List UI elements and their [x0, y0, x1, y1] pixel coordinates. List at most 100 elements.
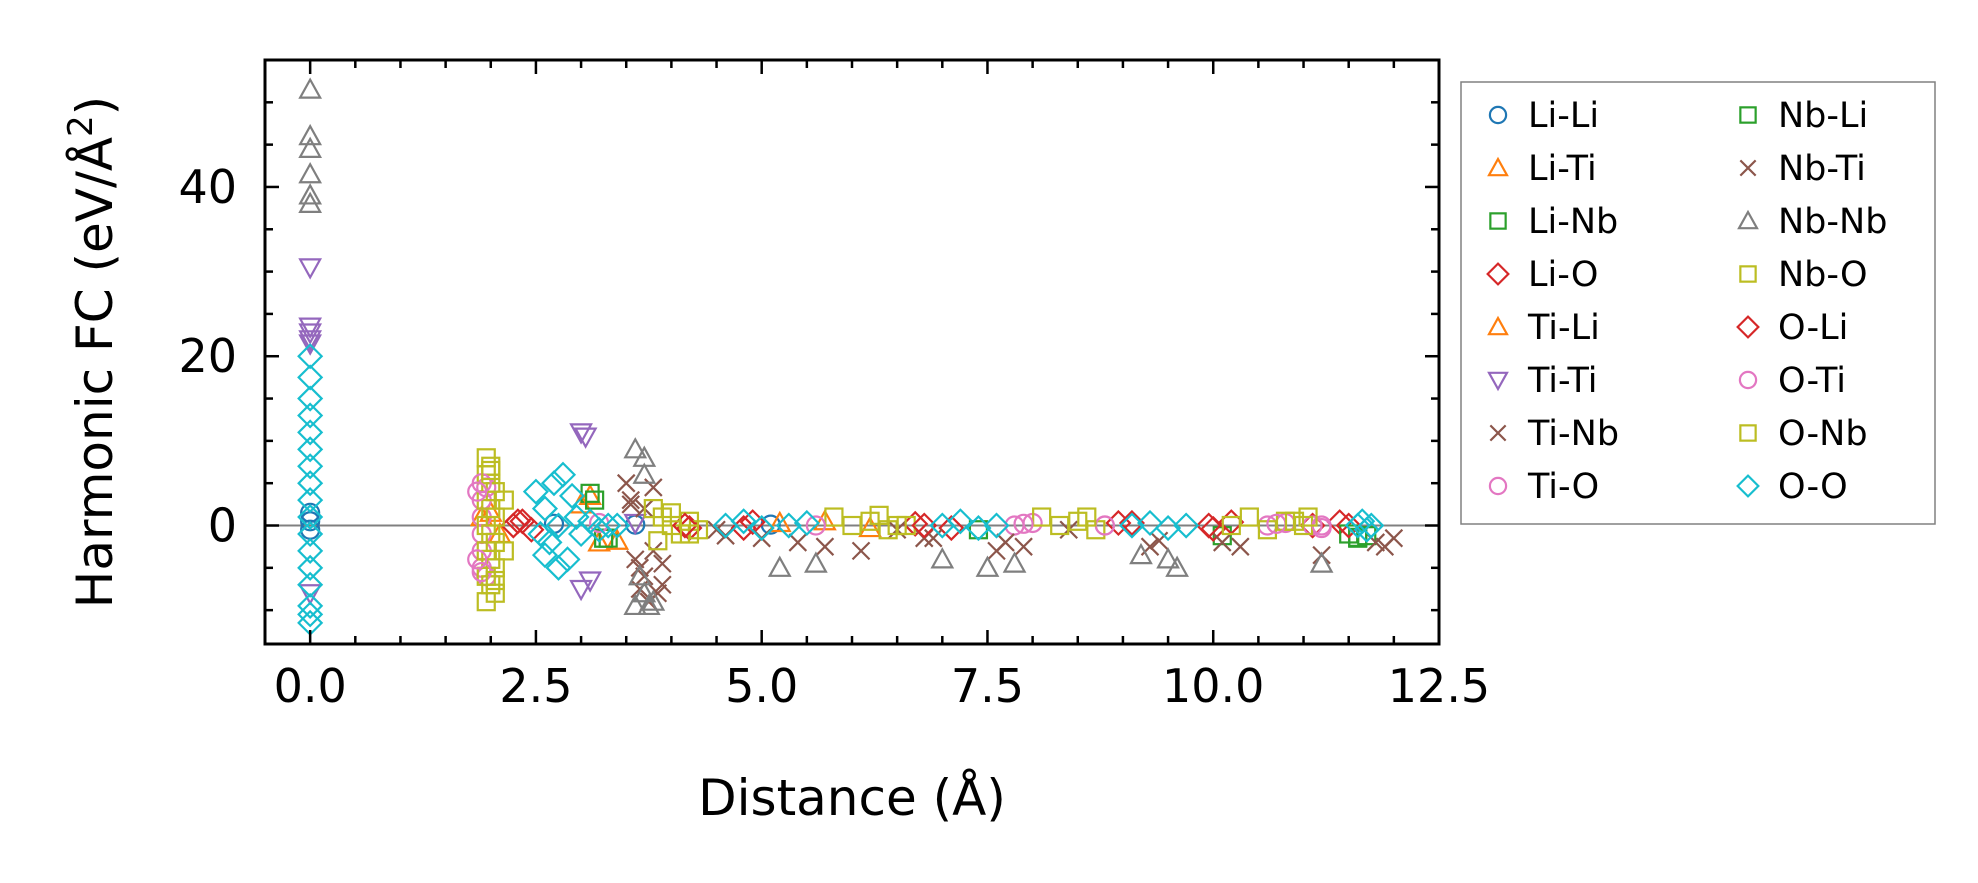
- data-point: [661, 503, 681, 523]
- data-point: [648, 531, 668, 551]
- data-point: [1195, 512, 1222, 539]
- legend-marker: [1736, 315, 1760, 339]
- data-point: [1118, 509, 1146, 537]
- data-point: [1129, 542, 1153, 565]
- data-point: [632, 580, 657, 603]
- data-point: [297, 343, 324, 370]
- data-point: [298, 317, 323, 339]
- data-point: [1349, 508, 1376, 535]
- data-point: [467, 549, 488, 570]
- legend-item: Li-Li: [1488, 96, 1599, 136]
- data-point: [297, 385, 324, 412]
- legend-label: Ti-Nb: [1527, 414, 1619, 454]
- data-point: [805, 515, 826, 536]
- x-tick-label: 2.5: [499, 659, 572, 713]
- legend-marker: [1488, 105, 1508, 125]
- legend-marker: [1738, 370, 1758, 390]
- data-point: [623, 513, 648, 536]
- data-point: [298, 191, 323, 213]
- legend-item: Li-Nb: [1489, 202, 1618, 242]
- data-point: [1077, 507, 1097, 527]
- data-point: [531, 495, 559, 522]
- data-point: [930, 547, 955, 569]
- data-point: [1309, 551, 1334, 573]
- x-tick-label: 12.5: [1388, 659, 1490, 713]
- data-point: [531, 542, 559, 569]
- data-point: [504, 508, 531, 535]
- data-point: [297, 453, 324, 480]
- x-tick-label: 10.0: [1162, 659, 1264, 713]
- x-tick-label: 0.0: [274, 659, 347, 713]
- data-point: [679, 524, 700, 544]
- data-point: [573, 427, 598, 449]
- data-point: [748, 514, 775, 542]
- data-point: [1165, 555, 1189, 577]
- data-point: [297, 571, 324, 598]
- data-point: [297, 436, 324, 463]
- data-point: [851, 541, 871, 561]
- legend-marker: [1737, 209, 1759, 230]
- data-point: [481, 460, 501, 481]
- data-point: [632, 462, 657, 484]
- data-point: [804, 551, 828, 573]
- x-axis-label: Distance (Å): [698, 769, 1006, 827]
- legend-item: Nb-O: [1739, 255, 1868, 295]
- legend-item: Nb-Li: [1739, 96, 1868, 136]
- legend-label: Nb-O: [1778, 255, 1868, 295]
- legend-label: O-Nb: [1778, 414, 1868, 454]
- data-point: [869, 505, 889, 525]
- data-point: [653, 554, 672, 573]
- data-point: [297, 364, 324, 391]
- data-point: [788, 533, 808, 552]
- x-tick-label: 7.5: [951, 659, 1024, 713]
- data-point: [1014, 537, 1033, 556]
- data-point: [297, 520, 324, 548]
- legend-label: O-O: [1778, 467, 1848, 507]
- legend-marker: [1739, 159, 1757, 177]
- data-point: [297, 592, 324, 619]
- data-point: [653, 575, 672, 595]
- data-point: [297, 601, 324, 628]
- data-point: [545, 554, 572, 581]
- data-point: [545, 512, 572, 539]
- data-point: [549, 461, 577, 488]
- legend-item: Li-O: [1486, 255, 1598, 295]
- data-point: [298, 584, 323, 606]
- legend-label: Ti-Ti: [1527, 361, 1597, 401]
- data-point: [1136, 509, 1164, 537]
- data-point: [298, 334, 323, 356]
- y-tick-label: 0: [208, 499, 237, 553]
- data-point: [1231, 537, 1250, 556]
- legend-item: Ti-Nb: [1489, 414, 1619, 454]
- x-tick-label: 5.0: [725, 659, 798, 713]
- data-point: [298, 323, 323, 345]
- data-point: [298, 77, 323, 99]
- axis-ticks: [263, 60, 1441, 644]
- y-axis-label-superscript: 2: [61, 115, 101, 137]
- data-point: [476, 592, 496, 612]
- data-point: [298, 258, 323, 280]
- legend-item: Nb-Nb: [1737, 202, 1887, 242]
- legend-marker: [1489, 212, 1507, 230]
- series-nb-nb: [298, 77, 1334, 616]
- series-o-ti: [467, 473, 1332, 583]
- data-point: [297, 402, 324, 429]
- data-point: [621, 490, 641, 510]
- data-point: [297, 470, 324, 497]
- data-point: [1013, 513, 1034, 534]
- legend-label: Ti-O: [1527, 467, 1599, 507]
- series-o-o: [297, 343, 1385, 636]
- data-point: [554, 546, 581, 573]
- data-point: [585, 490, 605, 510]
- data-point: [1173, 512, 1200, 539]
- data-point: [298, 183, 323, 205]
- legend-marker: [1489, 424, 1507, 442]
- legend-item: Ti-Li: [1487, 308, 1600, 348]
- y-axis-label-close: ): [66, 96, 124, 116]
- legend-label: Li-Li: [1528, 96, 1599, 136]
- data-point: [527, 520, 554, 548]
- data-point: [641, 589, 666, 611]
- legend-frame: [1460, 81, 1936, 525]
- data-point: [815, 537, 835, 556]
